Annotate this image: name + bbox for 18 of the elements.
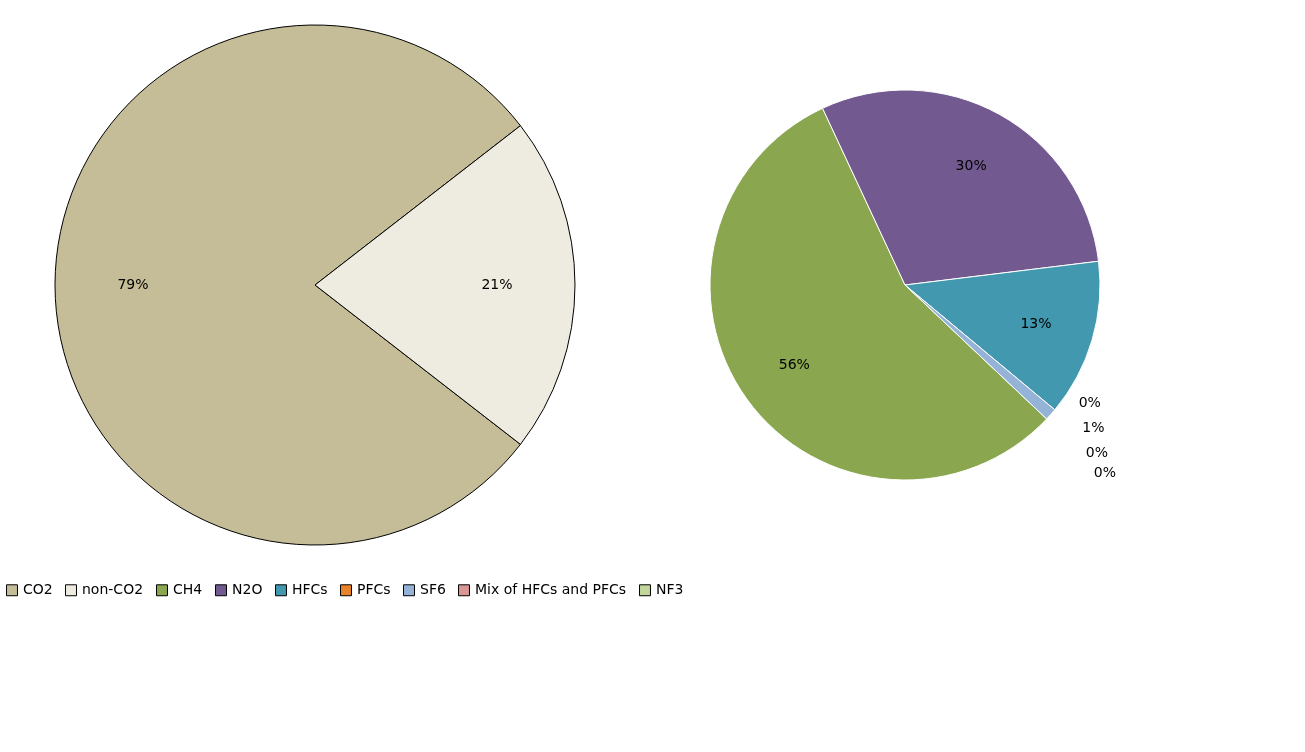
data-label: 13% <box>1020 314 1052 331</box>
legend-label: non-CO2 <box>82 581 144 598</box>
data-label: 56% <box>778 355 810 372</box>
text: 0% <box>1093 464 1116 481</box>
data-label: 79% <box>117 276 149 292</box>
data-label: 21% <box>481 276 513 292</box>
legend-label: HFCs <box>292 581 328 598</box>
legend-label: NF3 <box>656 581 684 598</box>
text: 0% <box>1078 394 1101 411</box>
data-label: 1% <box>1082 419 1105 436</box>
text: 0% <box>1085 444 1108 461</box>
legend-label: PFCs <box>357 581 391 598</box>
legend-label: CH4 <box>173 581 203 598</box>
data-label: 30% <box>955 156 987 173</box>
legend-label: SF6 <box>420 581 446 598</box>
legend-label: CO2 <box>23 581 53 598</box>
legend-label: Mix of HFCs and PFCs <box>475 581 627 598</box>
legend-label: N2O <box>232 581 263 598</box>
